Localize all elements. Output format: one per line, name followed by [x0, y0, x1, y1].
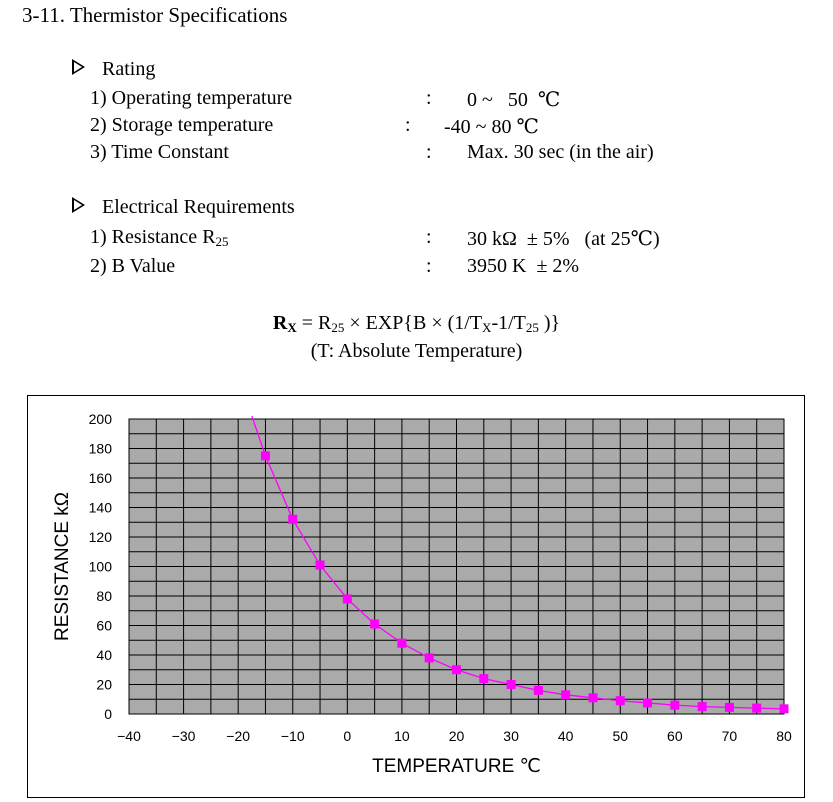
x-tick-label: −20: [226, 728, 250, 744]
y-tick-labels: 0 20 40 60 80 100 120 140 160 180 200: [89, 411, 113, 722]
data-point-marker: [643, 698, 653, 708]
x-tick-labels: −40 −30 −20 −10 0 10 20 30 40 50 60 70 80: [117, 728, 792, 744]
data-point-marker: [315, 560, 325, 570]
data-point-marker: [452, 665, 461, 675]
x-tick-label: 10: [394, 728, 410, 744]
data-point-marker: [670, 700, 680, 710]
data-point-marker: [588, 693, 598, 703]
x-axis-label: TEMPERATURE ℃: [372, 756, 541, 777]
electrical-item-value: 30 kΩ ± 5% (at 25℃): [467, 228, 660, 250]
y-tick-label: 60: [96, 618, 112, 634]
x-tick-label: 0: [343, 728, 351, 744]
y-tick-label: 20: [96, 677, 112, 693]
rating-item-value: -40 ~ 80 ℃: [444, 116, 539, 138]
x-tick-label: −40: [117, 728, 141, 744]
y-tick-label: 120: [89, 529, 113, 545]
x-tick-label: 30: [503, 728, 519, 744]
data-point-marker: [397, 638, 407, 648]
rating-item-label: 3) Time Constant: [90, 141, 229, 163]
y-tick-label: 160: [89, 470, 113, 486]
x-tick-label: −30: [172, 728, 196, 744]
rating-item-separator: :: [426, 87, 432, 109]
resistance-series: [251, 415, 789, 714]
rating-section-title: Rating: [72, 58, 155, 81]
chart-frame: 0 20 40 60 80 100 120 140 160 180 200 −40 −30 −20 −10…: [27, 395, 805, 798]
rating-item-label: 1) Operating temperature: [90, 87, 293, 109]
y-tick-label: 180: [89, 441, 113, 457]
x-tick-label: 50: [612, 728, 628, 744]
data-point-marker: [342, 594, 352, 604]
data-point-marker: [779, 704, 789, 714]
data-point-marker: [424, 653, 434, 663]
rating-item-value: Max. 30 sec (in the air): [467, 141, 654, 163]
x-tick-label: 80: [776, 728, 792, 744]
triangle-bullet-icon: [72, 197, 85, 213]
electrical-item-value: 3950 K ± 2%: [467, 255, 580, 277]
chart-grid: [128, 418, 785, 715]
x-tick-label: 60: [667, 728, 683, 744]
y-tick-label: 100: [89, 559, 113, 575]
electrical-item-separator: :: [426, 255, 432, 277]
data-point-marker: [370, 619, 380, 629]
data-point-marker: [752, 703, 762, 713]
electrical-item-label: 1) Resistance R25: [90, 226, 229, 249]
y-tick-label: 140: [89, 500, 113, 516]
x-tick-label: 20: [449, 728, 465, 744]
data-point-marker: [506, 680, 516, 689]
formula-note: (T: Absolute Temperature): [310, 340, 523, 362]
resistance-formula: RX = R25 × EXP{B × (1/TX-1/T25 )}: [272, 312, 561, 335]
data-point-marker: [479, 674, 489, 684]
data-point-marker: [260, 451, 270, 461]
data-point-marker: [697, 702, 707, 712]
triangle-bullet-icon: [72, 59, 85, 75]
data-point-marker: [615, 696, 625, 706]
data-point-marker: [288, 514, 298, 524]
y-tick-label: 40: [96, 647, 112, 663]
rating-item-label: 2) Storage temperature: [90, 114, 274, 136]
y-tick-label: 80: [96, 588, 112, 604]
data-point-marker: [533, 685, 543, 695]
rating-item-value: 0 ~ 50 ℃: [467, 89, 561, 111]
data-point-marker: [724, 702, 734, 712]
electrical-section-title: Electrical Requirements: [72, 196, 295, 219]
y-tick-label: 0: [104, 706, 112, 722]
electrical-item-label: 2) B Value: [90, 255, 176, 277]
x-tick-label: 70: [722, 728, 738, 744]
rating-item-separator: :: [405, 114, 411, 136]
data-point-marker: [561, 690, 571, 700]
electrical-item-separator: :: [426, 226, 432, 248]
x-tick-label: 40: [558, 728, 574, 744]
x-tick-label: −10: [281, 728, 305, 744]
section-heading: 3-11. Thermistor Specifications: [22, 3, 288, 27]
rating-item-separator: :: [426, 141, 432, 163]
y-tick-label: 200: [89, 411, 113, 427]
y-axis-label: RESISTANCE kΩ: [52, 492, 73, 641]
